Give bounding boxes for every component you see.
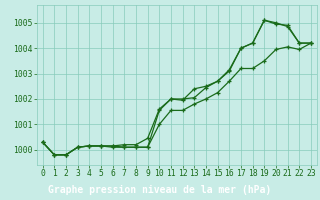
Text: Graphe pression niveau de la mer (hPa): Graphe pression niveau de la mer (hPa) — [48, 185, 272, 195]
